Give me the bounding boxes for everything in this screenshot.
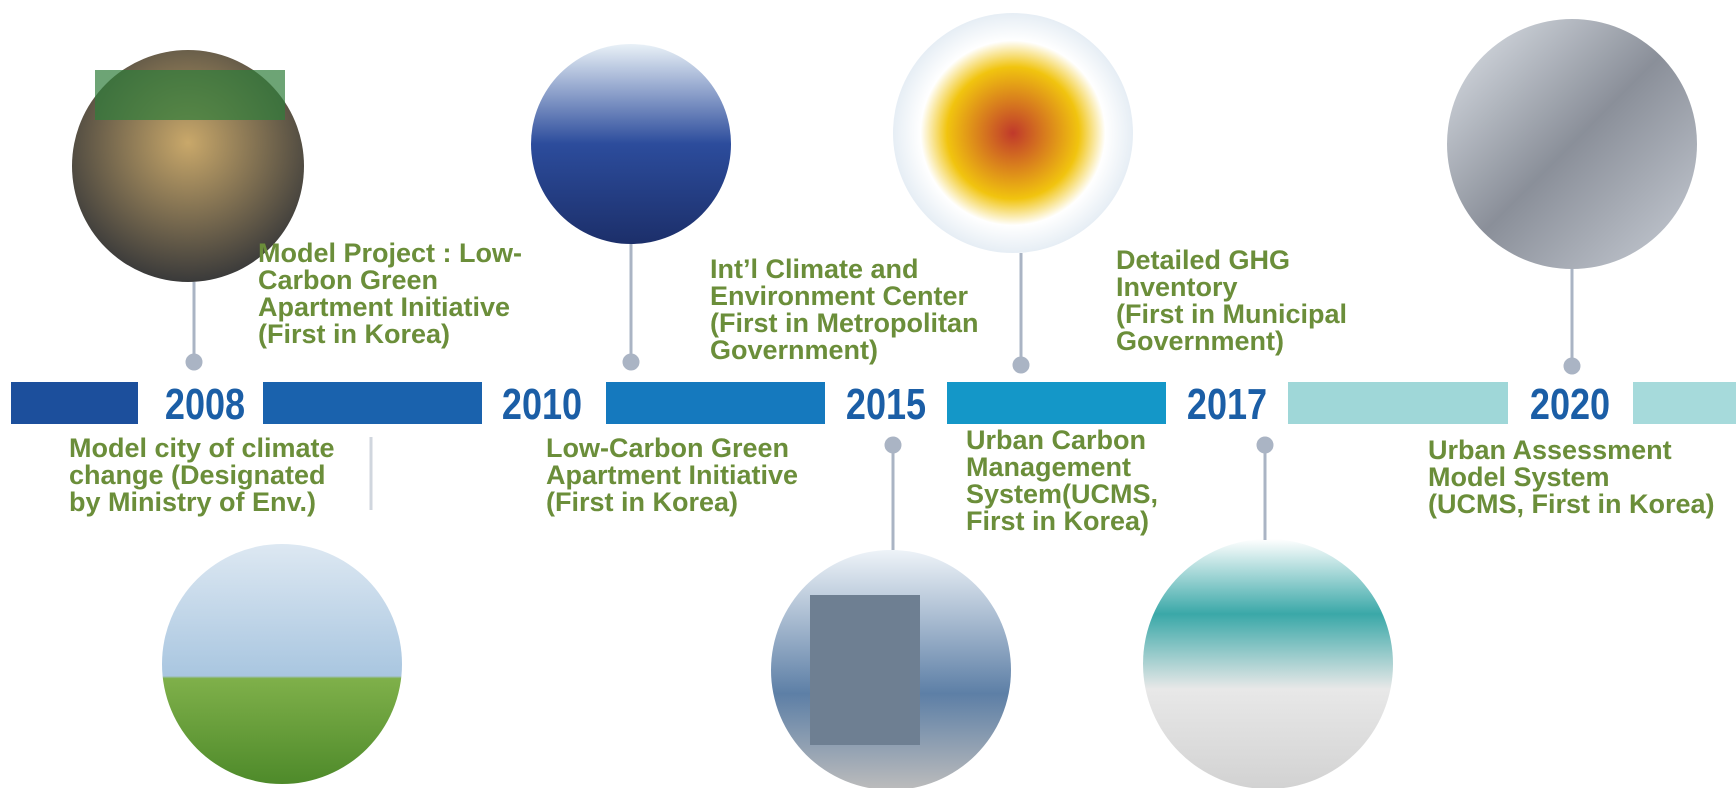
photo-building-facade [810, 595, 920, 745]
photo-3d-city [1447, 19, 1697, 269]
bar-segment [263, 382, 482, 424]
photo-report [1143, 539, 1393, 788]
event-text: Apartment Initiative [546, 460, 798, 490]
event-text: (UCMS, First in Korea) [1428, 489, 1715, 519]
bar-segment [606, 382, 825, 424]
year-label: 2020 [1530, 380, 1610, 429]
event-text: Apartment Initiative [258, 292, 510, 322]
photo-map [893, 13, 1133, 253]
bar-segment [11, 382, 138, 424]
photo-family [162, 544, 402, 784]
year-label: 2008 [165, 380, 245, 429]
event-text: Government) [710, 335, 878, 365]
year-label: 2017 [1187, 380, 1267, 429]
event-text: System(UCMS, [966, 479, 1158, 509]
event-text: Government) [1116, 326, 1284, 356]
photo-campaign [531, 44, 731, 244]
event-text: Low-Carbon Green [546, 433, 789, 463]
event-text: Int’l Climate and [710, 254, 919, 284]
event-text: (First in Municipal [1116, 299, 1347, 329]
event-text: (First in Korea) [258, 319, 450, 349]
event-text: Detailed GHG [1116, 245, 1290, 275]
connector-dot [1014, 358, 1028, 372]
event-text: change (Designated [69, 460, 326, 490]
connector-dot [886, 438, 900, 452]
year-label: 2010 [502, 380, 582, 429]
timeline: 2008 2010 2015 2017 2020 Model Project : Low-… [0, 0, 1736, 788]
event-text: (First in Korea) [546, 487, 738, 517]
event-text: Model city of climate [69, 433, 335, 463]
event-text: Model Project : Low- [258, 238, 522, 268]
connector-dot [187, 355, 201, 369]
event-text: (First in Metropolitan [710, 308, 978, 338]
connector-dot [1565, 359, 1579, 373]
event-text: Environment Center [710, 281, 969, 311]
bar-segment [947, 382, 1166, 424]
photo-stage [95, 70, 285, 120]
event-text: Urban Carbon [966, 425, 1146, 455]
year-label: 2015 [846, 380, 926, 429]
event-text: Management [966, 452, 1131, 482]
connector-dot [1258, 438, 1272, 452]
event-text: Urban Assessment [1428, 435, 1672, 465]
event-text: Model System [1428, 462, 1610, 492]
bar-segment [1633, 382, 1736, 424]
bar-segment [1288, 382, 1508, 424]
event-text: by Ministry of Env.) [69, 487, 316, 517]
connector-dot [624, 355, 638, 369]
event-text: First in Korea) [966, 506, 1149, 536]
event-text: Carbon Green [258, 265, 438, 295]
event-text: Inventory [1116, 272, 1238, 302]
